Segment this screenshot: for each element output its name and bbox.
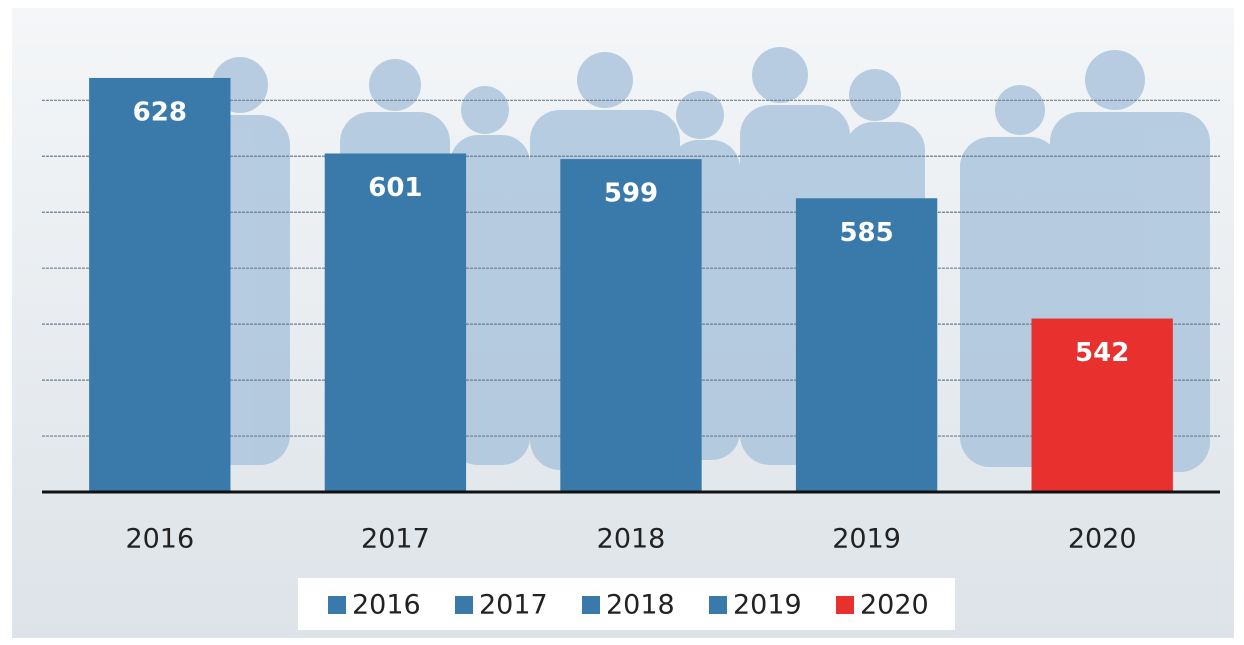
x-tick-label: 2016 bbox=[125, 524, 194, 555]
legend-swatch bbox=[328, 596, 346, 614]
bar bbox=[324, 153, 467, 492]
legend-swatch bbox=[709, 596, 727, 614]
data-label: 585 bbox=[839, 218, 893, 248]
bar bbox=[1031, 318, 1173, 492]
legend-label: 2017 bbox=[479, 590, 548, 621]
bar bbox=[560, 159, 702, 493]
x-tick-label: 2017 bbox=[361, 524, 430, 555]
data-label: 542 bbox=[1075, 338, 1129, 368]
bar bbox=[89, 77, 231, 492]
x-tick-label: 2020 bbox=[1068, 524, 1137, 555]
x-tick-label: 2018 bbox=[597, 524, 666, 555]
legend-swatch bbox=[455, 596, 473, 614]
legend-swatch bbox=[582, 596, 600, 614]
legend-label: 2020 bbox=[860, 590, 929, 621]
data-label: 599 bbox=[604, 179, 658, 209]
legend-label: 2016 bbox=[352, 590, 421, 621]
legend-label: 2018 bbox=[606, 590, 675, 621]
data-label: 628 bbox=[133, 97, 187, 127]
bar bbox=[795, 198, 938, 492]
data-label: 601 bbox=[368, 173, 422, 203]
legend-label: 2019 bbox=[733, 590, 802, 621]
legend-swatch bbox=[836, 596, 854, 614]
x-tick-label: 2019 bbox=[832, 524, 901, 555]
